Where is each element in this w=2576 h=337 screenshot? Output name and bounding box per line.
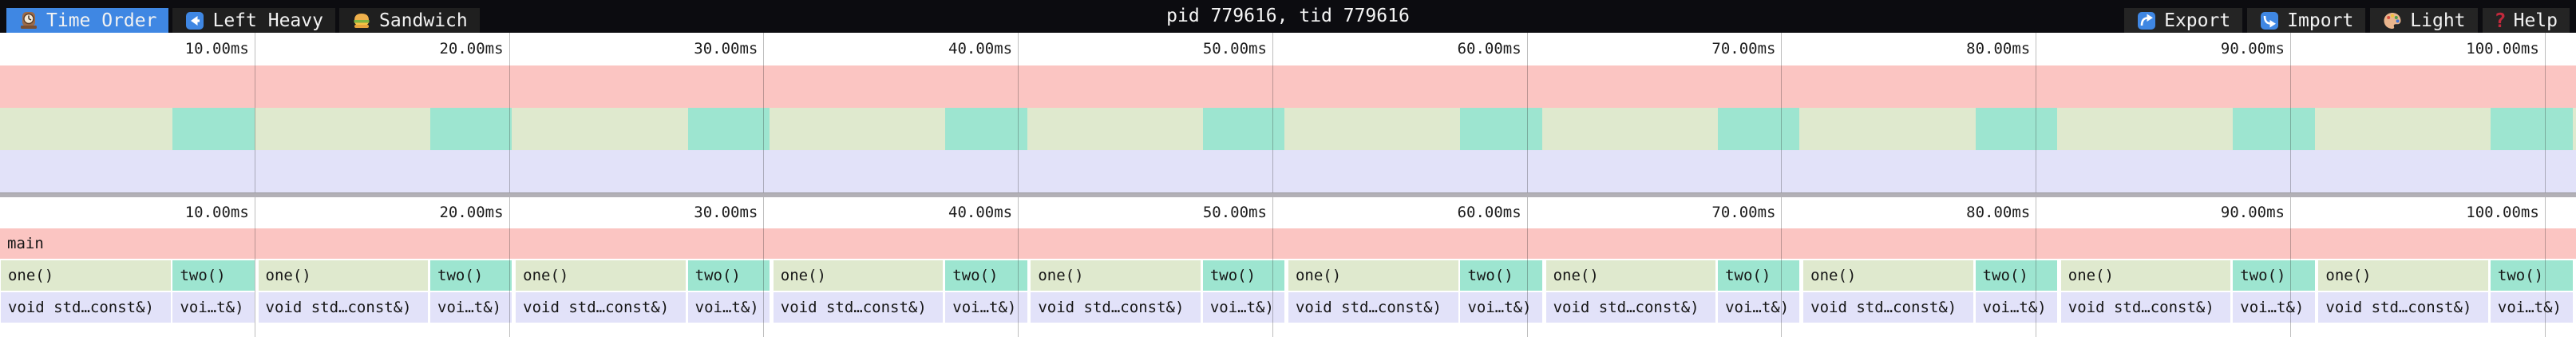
flame-frame[interactable]: void std…const&) (2318, 292, 2489, 323)
flame-frame[interactable]: two() (430, 260, 512, 291)
flame-frame[interactable]: void std…const&) (258, 292, 429, 323)
flame-frame[interactable]: one() (0, 260, 171, 291)
sandwich-icon (354, 13, 370, 28)
window-title: pid 779616, tid 779616 (1166, 6, 1410, 26)
flame-frame[interactable]: void std…const&) (1288, 292, 1458, 323)
flame-frame[interactable]: voi…t&) (1975, 292, 2057, 323)
tab-label: Sandwich (378, 10, 468, 31)
flame-frame[interactable]: two() (172, 260, 255, 291)
minimap-block (687, 108, 770, 150)
theme-toggle-button[interactable]: Light (2370, 8, 2478, 33)
minimap-block (945, 108, 1027, 150)
minimap-block (1718, 108, 1800, 150)
palette-icon (2384, 12, 2401, 29)
flame-frame[interactable]: voi…t&) (430, 292, 512, 323)
tab-time-order[interactable]: Time Order (6, 8, 169, 33)
flame-row-level1: one() two() one() two() one() two() one() two()… (0, 260, 2576, 291)
flame-frame[interactable]: void std…const&) (1803, 292, 1973, 323)
minimap-block (1460, 108, 1542, 150)
import-icon (2261, 11, 2279, 30)
minimap-ruler (0, 33, 2576, 65)
flame-frame[interactable]: one() (2060, 260, 2231, 291)
flame-frame[interactable]: one() (1545, 260, 1716, 291)
flame-frame[interactable]: voi…t&) (687, 292, 770, 323)
flame-frame[interactable]: void std…const&) (0, 292, 171, 323)
flame-frame[interactable]: voi…t&) (172, 292, 255, 323)
flame-frame[interactable]: two() (1718, 260, 1800, 291)
clock-icon (21, 11, 37, 29)
tab-sandwich[interactable]: Sandwich (338, 8, 480, 33)
flame-frame[interactable]: voi…t&) (945, 292, 1027, 323)
flame-frame[interactable]: one() (773, 260, 944, 291)
flame-frame[interactable]: one() (2318, 260, 2489, 291)
flame-row-level2: void std…const&) voi…t&) void std…const&) v… (0, 292, 2576, 323)
action-label: Export (2164, 10, 2231, 31)
flame-frame[interactable]: two() (687, 260, 770, 291)
flame-frame[interactable]: void std…const&) (773, 292, 944, 323)
minimap-band-level2 (0, 150, 2576, 192)
minimap-block (1202, 108, 1285, 150)
flame-frame[interactable]: two() (1202, 260, 1285, 291)
toolbar-actions: Export Import Light (2124, 8, 2570, 33)
resize-divider[interactable] (0, 192, 2576, 197)
help-icon: ? (2494, 8, 2507, 32)
flame-frame[interactable]: one() (516, 260, 686, 291)
left-arrow-icon (186, 11, 204, 30)
action-label: Import (2287, 10, 2354, 31)
flame-row-root: main (0, 228, 2576, 259)
flame-frame[interactable]: voi…t&) (1718, 292, 1800, 323)
flame-frame[interactable]: two() (2490, 260, 2573, 291)
export-button[interactable]: Export (2124, 8, 2243, 33)
flame-frame[interactable]: one() (1031, 260, 1201, 291)
minimap-block (2233, 108, 2315, 150)
flame-frame[interactable]: void std…const&) (516, 292, 686, 323)
flame-frame[interactable]: main (0, 228, 2576, 259)
flame-frame[interactable]: one() (1803, 260, 1973, 291)
flame-frame[interactable]: one() (1288, 260, 1458, 291)
action-label: Light (2410, 10, 2466, 31)
minimap-block (430, 108, 512, 150)
flame-frame[interactable]: void std…const&) (2060, 292, 2231, 323)
toolbar: Time Order Left Heavy Sandwich pid 77961… (0, 0, 2576, 33)
flamechart-ruler (0, 197, 2576, 228)
flame-frame[interactable]: two() (1975, 260, 2057, 291)
flame-frame[interactable]: two() (1460, 260, 1542, 291)
minimap-block (1975, 108, 2057, 150)
minimap-band-main (0, 65, 2576, 108)
flame-frame[interactable]: voi…t&) (1202, 292, 1285, 323)
flame-frame[interactable]: void std…const&) (1545, 292, 1716, 323)
flame-frame[interactable]: voi…t&) (1460, 292, 1542, 323)
tab-label: Left Heavy (212, 10, 323, 31)
tab-left-heavy[interactable]: Left Heavy (172, 8, 335, 33)
minimap-block (172, 108, 255, 150)
import-button[interactable]: Import (2247, 8, 2366, 33)
minimap-block (2490, 108, 2573, 150)
flame-frame[interactable]: two() (945, 260, 1027, 291)
minimap-band-level1 (0, 108, 2576, 150)
export-icon (2138, 11, 2156, 30)
flame-frame[interactable]: voi…t&) (2233, 292, 2315, 323)
flame-frame[interactable]: void std…const&) (1031, 292, 1201, 323)
flame-frame[interactable]: two() (2233, 260, 2315, 291)
flame-frame[interactable]: voi…t&) (2490, 292, 2573, 323)
flamechart[interactable]: main one() two() one() two() one() two() one()… (0, 197, 2576, 337)
help-button[interactable]: ? Help (2482, 8, 2570, 33)
action-label: Help (2513, 10, 2558, 31)
tab-label: Time Order (46, 10, 157, 31)
flame-frame[interactable]: one() (258, 260, 429, 291)
minimap[interactable]: 10.00ms 20.00ms 30.00ms 40.00ms 50.00ms 60.00… (0, 33, 2576, 192)
